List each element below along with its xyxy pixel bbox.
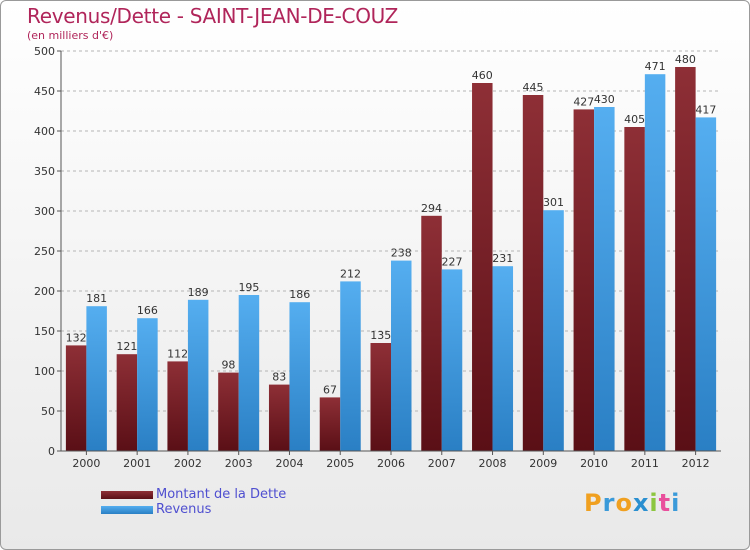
- value-label-dette: 67: [323, 383, 337, 396]
- value-label-dette: 112: [167, 347, 188, 360]
- bar-revenus: [594, 107, 615, 451]
- y-tick-label: 0: [48, 445, 55, 458]
- bars: [65, 67, 717, 452]
- value-label-revenus: 417: [695, 103, 716, 116]
- value-label-dette: 121: [116, 340, 137, 353]
- logo-letter: r: [602, 489, 616, 517]
- y-tick-label: 150: [34, 325, 55, 338]
- bar-revenus: [187, 299, 209, 451]
- bar-revenus: [340, 281, 361, 451]
- bar-dette: [421, 215, 442, 451]
- bar-dette: [319, 397, 341, 451]
- bar-revenus: [441, 269, 463, 451]
- legend-swatch-debt: [101, 491, 153, 499]
- bar-dette: [116, 354, 138, 451]
- x-tick-label: 2009: [529, 457, 557, 470]
- value-label-revenus: 301: [543, 196, 564, 209]
- x-tick-label: 2004: [275, 457, 303, 470]
- x-tick-label: 2008: [479, 457, 507, 470]
- bar-revenus: [695, 117, 717, 452]
- y-tick-label: 100: [34, 365, 55, 378]
- bar-dette: [167, 361, 188, 451]
- bar-revenus: [644, 74, 666, 451]
- value-label-dette: 445: [523, 81, 544, 94]
- value-label-revenus: 212: [340, 267, 361, 280]
- value-label-dette: 405: [624, 113, 645, 126]
- x-tick-label: 2012: [682, 457, 710, 470]
- bar-dette: [522, 95, 544, 451]
- bar-revenus: [137, 318, 158, 451]
- value-labels: 132 181 121 166 112 189 98 195 83 186 67 212 135 238 2…: [66, 53, 717, 396]
- x-tick-label: 2003: [225, 457, 253, 470]
- value-label-revenus: 186: [289, 288, 310, 301]
- value-label-revenus: 195: [238, 281, 259, 294]
- y-tick-label: 300: [34, 205, 55, 218]
- value-label-revenus: 471: [645, 60, 666, 73]
- x-tick-label: 2002: [174, 457, 202, 470]
- logo-letter: o: [615, 489, 633, 517]
- bar-dette: [65, 345, 87, 451]
- x-tick-label: 2005: [326, 457, 354, 470]
- axes: 0 50 100 150 200 250 300 350 400 450 500 2000 2001 20…: [34, 45, 721, 470]
- bar-revenus: [289, 302, 310, 451]
- bar-dette: [268, 384, 290, 451]
- bar-dette: [675, 67, 696, 451]
- logo-letter: i: [649, 489, 659, 517]
- legend-label-debt: Montant de la Dette: [156, 487, 287, 502]
- logo-letter: i: [671, 489, 681, 517]
- x-tick-label: 2010: [580, 457, 608, 470]
- legend-swatch-revenus: [101, 506, 153, 514]
- value-label-revenus: 166: [137, 304, 158, 317]
- value-label-dette: 135: [370, 329, 391, 342]
- value-label-dette: 294: [421, 202, 442, 215]
- value-label-dette: 427: [573, 95, 594, 108]
- value-label-revenus: 238: [391, 247, 412, 260]
- chart-title: Revenus/Dette - SAINT-JEAN-DE-COUZ: [27, 4, 399, 28]
- logo-letter: P: [584, 489, 603, 517]
- x-tick-label: 2001: [123, 457, 151, 470]
- legend-label-revenus: Revenus: [156, 502, 212, 517]
- value-label-dette: 460: [472, 69, 493, 82]
- value-label-dette: 98: [221, 359, 235, 372]
- value-label-revenus: 430: [594, 93, 615, 106]
- bar-revenus: [238, 295, 260, 451]
- x-tick-label: 2000: [72, 457, 100, 470]
- bar-dette: [573, 109, 595, 452]
- x-tick-label: 2007: [428, 457, 456, 470]
- x-tick-label: 2006: [377, 457, 405, 470]
- y-tick-label: 50: [41, 405, 55, 418]
- logo-letter: x: [632, 489, 650, 517]
- bar-revenus: [391, 260, 412, 451]
- bar-dette: [472, 83, 493, 451]
- logo-letter: t: [658, 489, 672, 517]
- value-label-dette: 132: [66, 331, 87, 344]
- y-tick-label: 450: [34, 85, 55, 98]
- value-label-revenus: 231: [492, 252, 513, 265]
- y-tick-label: 250: [34, 245, 55, 258]
- value-label-revenus: 189: [188, 286, 209, 299]
- y-tick-label: 400: [34, 125, 55, 138]
- proxiti-logo: Proxiti: [584, 489, 680, 517]
- bar-revenus: [543, 210, 564, 451]
- x-tick-label: 2011: [631, 457, 659, 470]
- value-label-revenus: 227: [442, 255, 463, 268]
- value-label-revenus: 181: [86, 292, 107, 305]
- y-tick-label: 200: [34, 285, 55, 298]
- y-tick-label: 350: [34, 165, 55, 178]
- bar-revenus: [492, 266, 514, 451]
- bar-revenus: [86, 306, 107, 451]
- bar-dette: [370, 343, 391, 451]
- y-tick-label: 500: [34, 45, 55, 58]
- bar-dette: [218, 372, 239, 451]
- bar-dette: [624, 127, 645, 451]
- chart-subtitle: (en milliers d'€): [27, 29, 114, 42]
- value-label-dette: 480: [675, 53, 696, 66]
- value-label-dette: 83: [272, 371, 286, 384]
